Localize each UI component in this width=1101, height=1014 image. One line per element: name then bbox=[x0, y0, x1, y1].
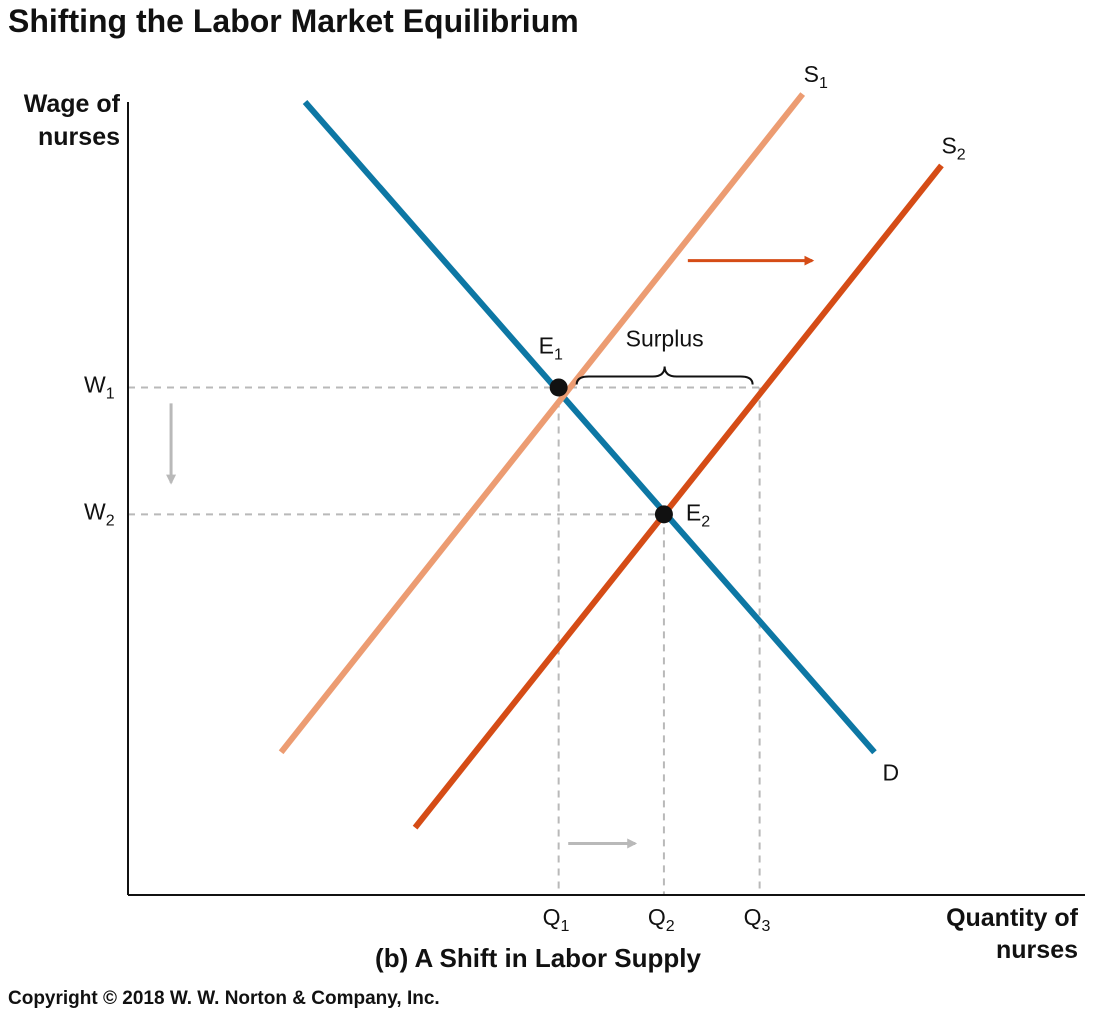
label-e2-sub: 2 bbox=[701, 513, 710, 530]
surplus-brace bbox=[575, 366, 754, 385]
equilibrium-point-2 bbox=[654, 505, 673, 524]
x-tick-label-2-sub: 2 bbox=[666, 918, 675, 935]
y-axis-label-line-1: Wage of bbox=[24, 90, 121, 118]
y-tick-label-1: W1 bbox=[84, 371, 115, 402]
label-e1-base: E bbox=[539, 332, 554, 358]
y-tick-label-2-sub: 2 bbox=[106, 512, 115, 529]
curve-demand bbox=[302, 100, 877, 755]
label-demand-base: D bbox=[882, 759, 899, 785]
label-e2: E2 bbox=[686, 499, 710, 530]
equilibrium-point-1 bbox=[549, 378, 568, 397]
x-axis-label-line-1: Quantity of bbox=[946, 904, 1079, 932]
label-e1: E1 bbox=[539, 332, 563, 363]
y-tick-label-2: W2 bbox=[84, 498, 115, 529]
curve-supply2 bbox=[412, 163, 944, 830]
guide-lines bbox=[128, 386, 761, 895]
surplus-label: Surplus bbox=[626, 325, 704, 351]
label-demand: D bbox=[882, 759, 899, 785]
x-tick-label-1-sub: 1 bbox=[561, 918, 570, 935]
label-supply1: S1 bbox=[804, 61, 828, 92]
y-axis-label-line-2: nurses bbox=[38, 123, 120, 151]
x-tick-label-2-base: Q bbox=[648, 904, 666, 930]
shift-arrows bbox=[166, 255, 815, 849]
equilibrium-points bbox=[549, 378, 673, 524]
x-tick-label-3-sub: 3 bbox=[762, 918, 771, 935]
x-tick-label-2: Q2 bbox=[648, 904, 675, 935]
label-supply1-sub: 1 bbox=[819, 75, 828, 92]
chart-subtitle: (b) A Shift in Labor Supply bbox=[375, 943, 701, 973]
chart-title: Shifting the Labor Market Equilibrium bbox=[8, 3, 579, 39]
label-supply2: S2 bbox=[941, 132, 965, 163]
x-tick-label-1-base: Q bbox=[543, 904, 561, 930]
curve-supply1 bbox=[278, 92, 806, 755]
label-supply1-base: S bbox=[804, 61, 819, 87]
label-supply2-sub: 2 bbox=[957, 146, 966, 163]
axes bbox=[127, 102, 1085, 896]
y-tick-label-1-sub: 1 bbox=[106, 385, 115, 402]
x-tick-label-3: Q3 bbox=[744, 904, 771, 935]
x-tick-label-1: Q1 bbox=[543, 904, 570, 935]
y-tick-label-2-base: W bbox=[84, 498, 106, 524]
y-tick-label-1-base: W bbox=[84, 371, 106, 397]
curves bbox=[278, 92, 944, 830]
x-tick-label-3-base: Q bbox=[744, 904, 762, 930]
x-axis-label-line-2: nurses bbox=[996, 936, 1078, 964]
copyright-text: Copyright © 2018 W. W. Norton & Company,… bbox=[8, 988, 440, 1009]
label-e2-base: E bbox=[686, 499, 701, 525]
label-e1-sub: 1 bbox=[554, 346, 563, 363]
label-supply2-base: S bbox=[941, 132, 956, 158]
